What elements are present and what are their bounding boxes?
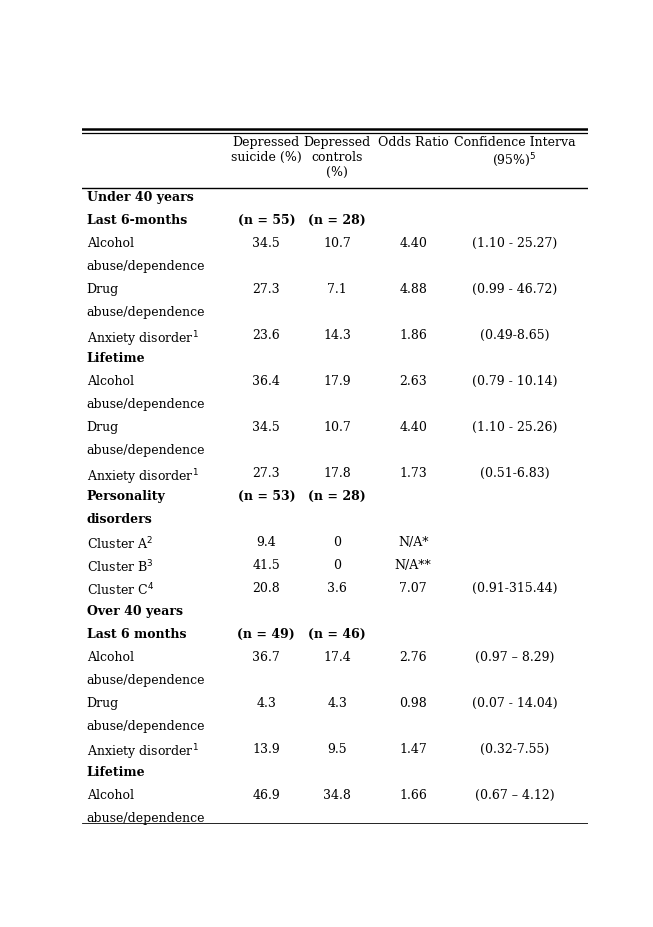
Text: Alcohol: Alcohol [87,651,134,664]
Text: 1.73: 1.73 [399,467,427,480]
Text: abuse/dependence: abuse/dependence [87,812,205,825]
Text: Drug: Drug [87,283,119,296]
Text: 7.1: 7.1 [327,283,347,296]
Text: abuse/dependence: abuse/dependence [87,306,205,319]
Text: (0.99 - 46.72): (0.99 - 46.72) [471,283,557,296]
Text: (n = 46): (n = 46) [308,628,366,641]
Text: 17.9: 17.9 [323,375,351,388]
Text: (0.67 – 4.12): (0.67 – 4.12) [475,789,554,802]
Text: (n = 49): (n = 49) [238,628,295,641]
Text: 3.6: 3.6 [327,582,347,595]
Text: 41.5: 41.5 [253,559,280,572]
Text: 4.88: 4.88 [399,283,427,296]
Text: Drug: Drug [87,421,119,434]
Text: Cluster A$^2$: Cluster A$^2$ [87,536,153,552]
Text: 0: 0 [333,559,342,572]
Text: Alcohol: Alcohol [87,789,134,802]
Text: 17.4: 17.4 [323,651,351,664]
Text: Confidence Interva
(95%)$^5$: Confidence Interva (95%)$^5$ [453,135,575,169]
Text: abuse/dependence: abuse/dependence [87,674,205,687]
Text: 9.5: 9.5 [327,743,347,756]
Text: (1.10 - 25.27): (1.10 - 25.27) [471,237,557,250]
Text: 20.8: 20.8 [253,582,280,595]
Text: 2.76: 2.76 [399,651,427,664]
Text: 34.5: 34.5 [253,237,280,250]
Text: Under 40 years: Under 40 years [87,191,193,204]
Text: 1.66: 1.66 [399,789,427,802]
Text: 14.3: 14.3 [323,329,351,342]
Text: N/A*: N/A* [398,536,428,549]
Text: Anxiety disorder$^1$: Anxiety disorder$^1$ [87,743,199,762]
Text: 34.5: 34.5 [253,421,280,434]
Text: Drug: Drug [87,697,119,710]
Text: Alcohol: Alcohol [87,237,134,250]
Text: 34.8: 34.8 [323,789,351,802]
Text: 1.86: 1.86 [399,329,427,342]
Text: Last 6-months: Last 6-months [87,214,187,227]
Text: Depressed
controls
(%): Depressed controls (%) [304,135,371,179]
Text: 4.3: 4.3 [257,697,276,710]
Text: N/A**: N/A** [394,559,432,572]
Text: Over 40 years: Over 40 years [87,605,183,618]
Text: (0.91-315.44): (0.91-315.44) [471,582,557,595]
Text: 46.9: 46.9 [253,789,280,802]
Text: (0.97 – 8.29): (0.97 – 8.29) [475,651,554,664]
Text: 0.98: 0.98 [399,697,427,710]
Text: abuse/dependence: abuse/dependence [87,260,205,273]
Text: (0.51-6.83): (0.51-6.83) [479,467,549,480]
Text: Alcohol: Alcohol [87,375,134,388]
Text: (n = 53): (n = 53) [238,490,295,503]
Text: (n = 55): (n = 55) [238,214,295,227]
Text: Lifetime: Lifetime [87,766,146,779]
Text: (1.10 - 25.26): (1.10 - 25.26) [471,421,557,434]
Text: (0.07 - 14.04): (0.07 - 14.04) [471,697,557,710]
Text: Lifetime: Lifetime [87,352,146,365]
Text: 13.9: 13.9 [253,743,280,756]
Text: 4.3: 4.3 [327,697,347,710]
Text: 10.7: 10.7 [323,421,351,434]
Text: 2.63: 2.63 [399,375,427,388]
Text: Cluster B$^3$: Cluster B$^3$ [87,559,153,576]
Text: Last 6 months: Last 6 months [87,628,186,641]
Text: Anxiety disorder$^1$: Anxiety disorder$^1$ [87,329,199,349]
Text: (n = 28): (n = 28) [308,490,366,503]
Text: disorders: disorders [87,513,152,526]
Text: abuse/dependence: abuse/dependence [87,398,205,411]
Text: (n = 28): (n = 28) [308,214,366,227]
Text: 4.40: 4.40 [399,237,427,250]
Text: abuse/dependence: abuse/dependence [87,720,205,733]
Text: 36.4: 36.4 [253,375,280,388]
Text: 4.40: 4.40 [399,421,427,434]
Text: Depressed
suicide (%): Depressed suicide (%) [231,135,302,163]
Text: (0.79 - 10.14): (0.79 - 10.14) [471,375,557,388]
Text: 36.7: 36.7 [253,651,280,664]
Text: Anxiety disorder$^1$: Anxiety disorder$^1$ [87,467,199,487]
Text: 1.47: 1.47 [399,743,427,756]
Text: 9.4: 9.4 [257,536,276,549]
Text: (0.49-8.65): (0.49-8.65) [479,329,549,342]
Text: Cluster C$^4$: Cluster C$^4$ [87,582,153,599]
Text: Odds Ratio: Odds Ratio [377,135,449,148]
Text: 23.6: 23.6 [253,329,280,342]
Text: abuse/dependence: abuse/dependence [87,444,205,457]
Text: 10.7: 10.7 [323,237,351,250]
Text: Personality: Personality [87,490,165,503]
Text: 27.3: 27.3 [253,467,280,480]
Text: (0.32-7.55): (0.32-7.55) [480,743,549,756]
Text: 0: 0 [333,536,342,549]
Text: 27.3: 27.3 [253,283,280,296]
Text: 7.07: 7.07 [399,582,427,595]
Text: 17.8: 17.8 [323,467,351,480]
